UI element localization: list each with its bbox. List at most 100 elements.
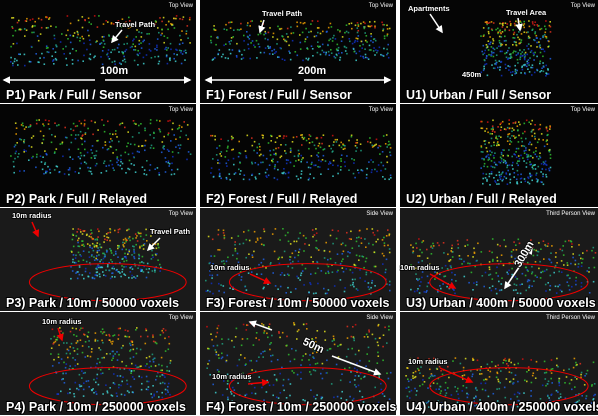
point [223,234,226,237]
point [171,128,174,131]
point [284,144,287,146]
point [294,288,297,290]
point [297,149,300,152]
point [310,256,312,258]
point [513,400,516,403]
point [510,53,512,55]
point [368,44,371,47]
point [172,122,174,125]
point [121,380,123,383]
point [96,373,99,376]
point [45,47,48,49]
point [208,359,211,362]
point [499,162,502,164]
point [348,169,350,171]
point [536,155,538,158]
point [153,132,155,134]
point [187,151,190,153]
point [412,246,414,249]
point [588,271,590,273]
point [345,268,348,270]
point [263,330,266,332]
point [342,242,344,244]
point [84,267,87,270]
point [258,143,260,145]
point [481,157,483,160]
point [354,39,357,42]
annotation: Travel Path [115,20,155,29]
point [63,382,66,384]
point [521,66,523,69]
point [326,30,328,33]
point [82,134,84,136]
point [125,240,127,243]
point [497,380,500,383]
point [218,49,221,51]
point [417,261,420,264]
point [251,144,254,147]
point [388,234,390,237]
point [112,133,114,136]
point [264,30,266,33]
point [39,155,42,157]
point [377,344,380,347]
point [523,53,526,55]
point [386,342,388,344]
point [100,372,102,375]
point [75,254,77,257]
point [47,51,50,54]
point [158,396,160,398]
point [322,154,325,157]
point [316,154,318,156]
point [522,24,525,27]
point [485,173,488,175]
point [121,268,124,271]
point [120,275,122,278]
point [225,360,227,363]
point [164,382,166,385]
point [264,350,266,352]
point [327,289,330,291]
point [265,175,267,177]
point [154,168,156,170]
point [71,158,74,160]
point [136,53,139,56]
point [434,374,436,377]
point [138,151,140,153]
point [310,373,312,376]
point [215,43,217,46]
point [49,172,52,174]
point [483,165,485,168]
point [517,155,520,157]
point [369,141,372,144]
point [136,235,138,237]
point [292,32,295,34]
point [575,364,577,367]
point [276,43,278,45]
point [83,123,86,125]
point [481,275,484,277]
point [137,54,139,57]
point [72,254,75,256]
point [230,391,232,393]
panel-caption: P4) Park / 10m / 250000 voxels [6,400,186,414]
point [139,22,142,25]
point [368,49,371,51]
point [389,154,392,157]
point [48,18,50,20]
point [84,19,86,21]
point [489,154,492,156]
point [547,133,549,136]
point [120,63,122,65]
point [484,21,487,23]
point [503,175,506,178]
point [127,330,129,332]
point [486,23,488,26]
point [485,21,488,23]
point [244,285,247,288]
point [223,291,225,294]
point [19,53,21,56]
point [352,281,354,284]
point [575,280,577,282]
point [230,135,233,138]
